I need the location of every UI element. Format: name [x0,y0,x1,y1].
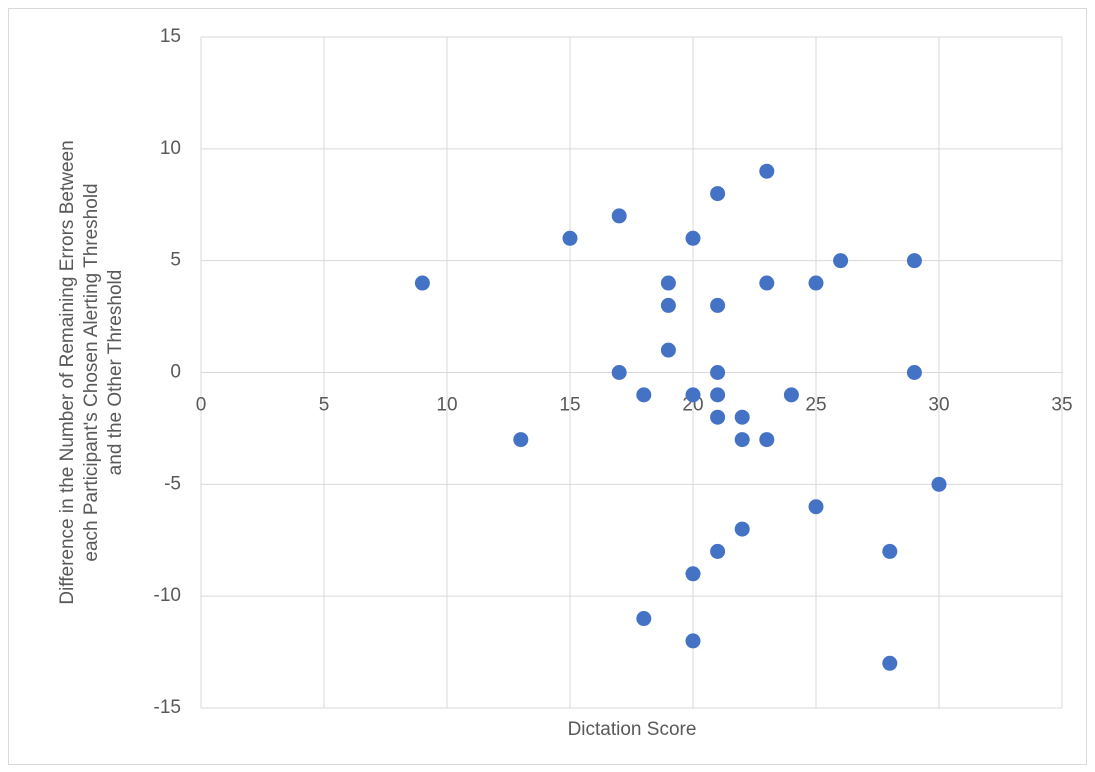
point [882,655,898,671]
point [710,365,726,380]
y-tick-label: -15 [154,697,181,718]
x-axis-title: Dictation Score [568,719,697,740]
point [660,342,676,358]
y-axis-title: Difference in the Number of Remaining Er… [57,140,78,604]
point [513,432,529,448]
point [562,230,578,246]
y-tick-label: 15 [160,26,181,47]
y-tick-label: -10 [154,585,181,606]
point [710,387,726,403]
point [710,409,726,425]
point [808,275,824,291]
point [783,387,799,403]
y-tick-label: 10 [160,138,181,159]
x-tick-label: 35 [1051,395,1072,416]
y-tick-label: 0 [170,362,181,383]
x-tick-label: 0 [196,395,207,416]
x-tick-label: 30 [928,395,949,416]
point [759,163,775,179]
point [611,208,627,224]
x-tick-label: 15 [559,395,580,416]
point [660,275,676,291]
point [685,633,701,649]
point [906,253,922,269]
point [734,432,750,448]
y-tick-label: -5 [164,473,181,494]
point [759,275,775,291]
x-tick-label: 25 [805,395,826,416]
x-tick-label: 10 [436,395,457,416]
point [685,387,701,403]
point [710,297,726,313]
point [611,365,627,380]
point [882,543,898,559]
point [414,275,430,291]
point [710,186,726,202]
point [808,499,824,515]
x-tick-label: 5 [319,395,330,416]
point [636,611,652,627]
y-axis-title: and the Other Threshold [105,270,126,476]
point [833,253,849,269]
point [734,521,750,537]
point [636,387,652,403]
y-tick-label: 5 [170,250,181,271]
point [931,476,947,492]
point [906,365,922,380]
point [734,409,750,425]
point [759,432,775,448]
point [685,566,701,582]
y-axis-title: each Participant's Chosen Alerting Thres… [81,183,102,561]
point [660,297,676,313]
point [710,543,726,559]
point [685,230,701,246]
chart-border [8,8,1087,765]
